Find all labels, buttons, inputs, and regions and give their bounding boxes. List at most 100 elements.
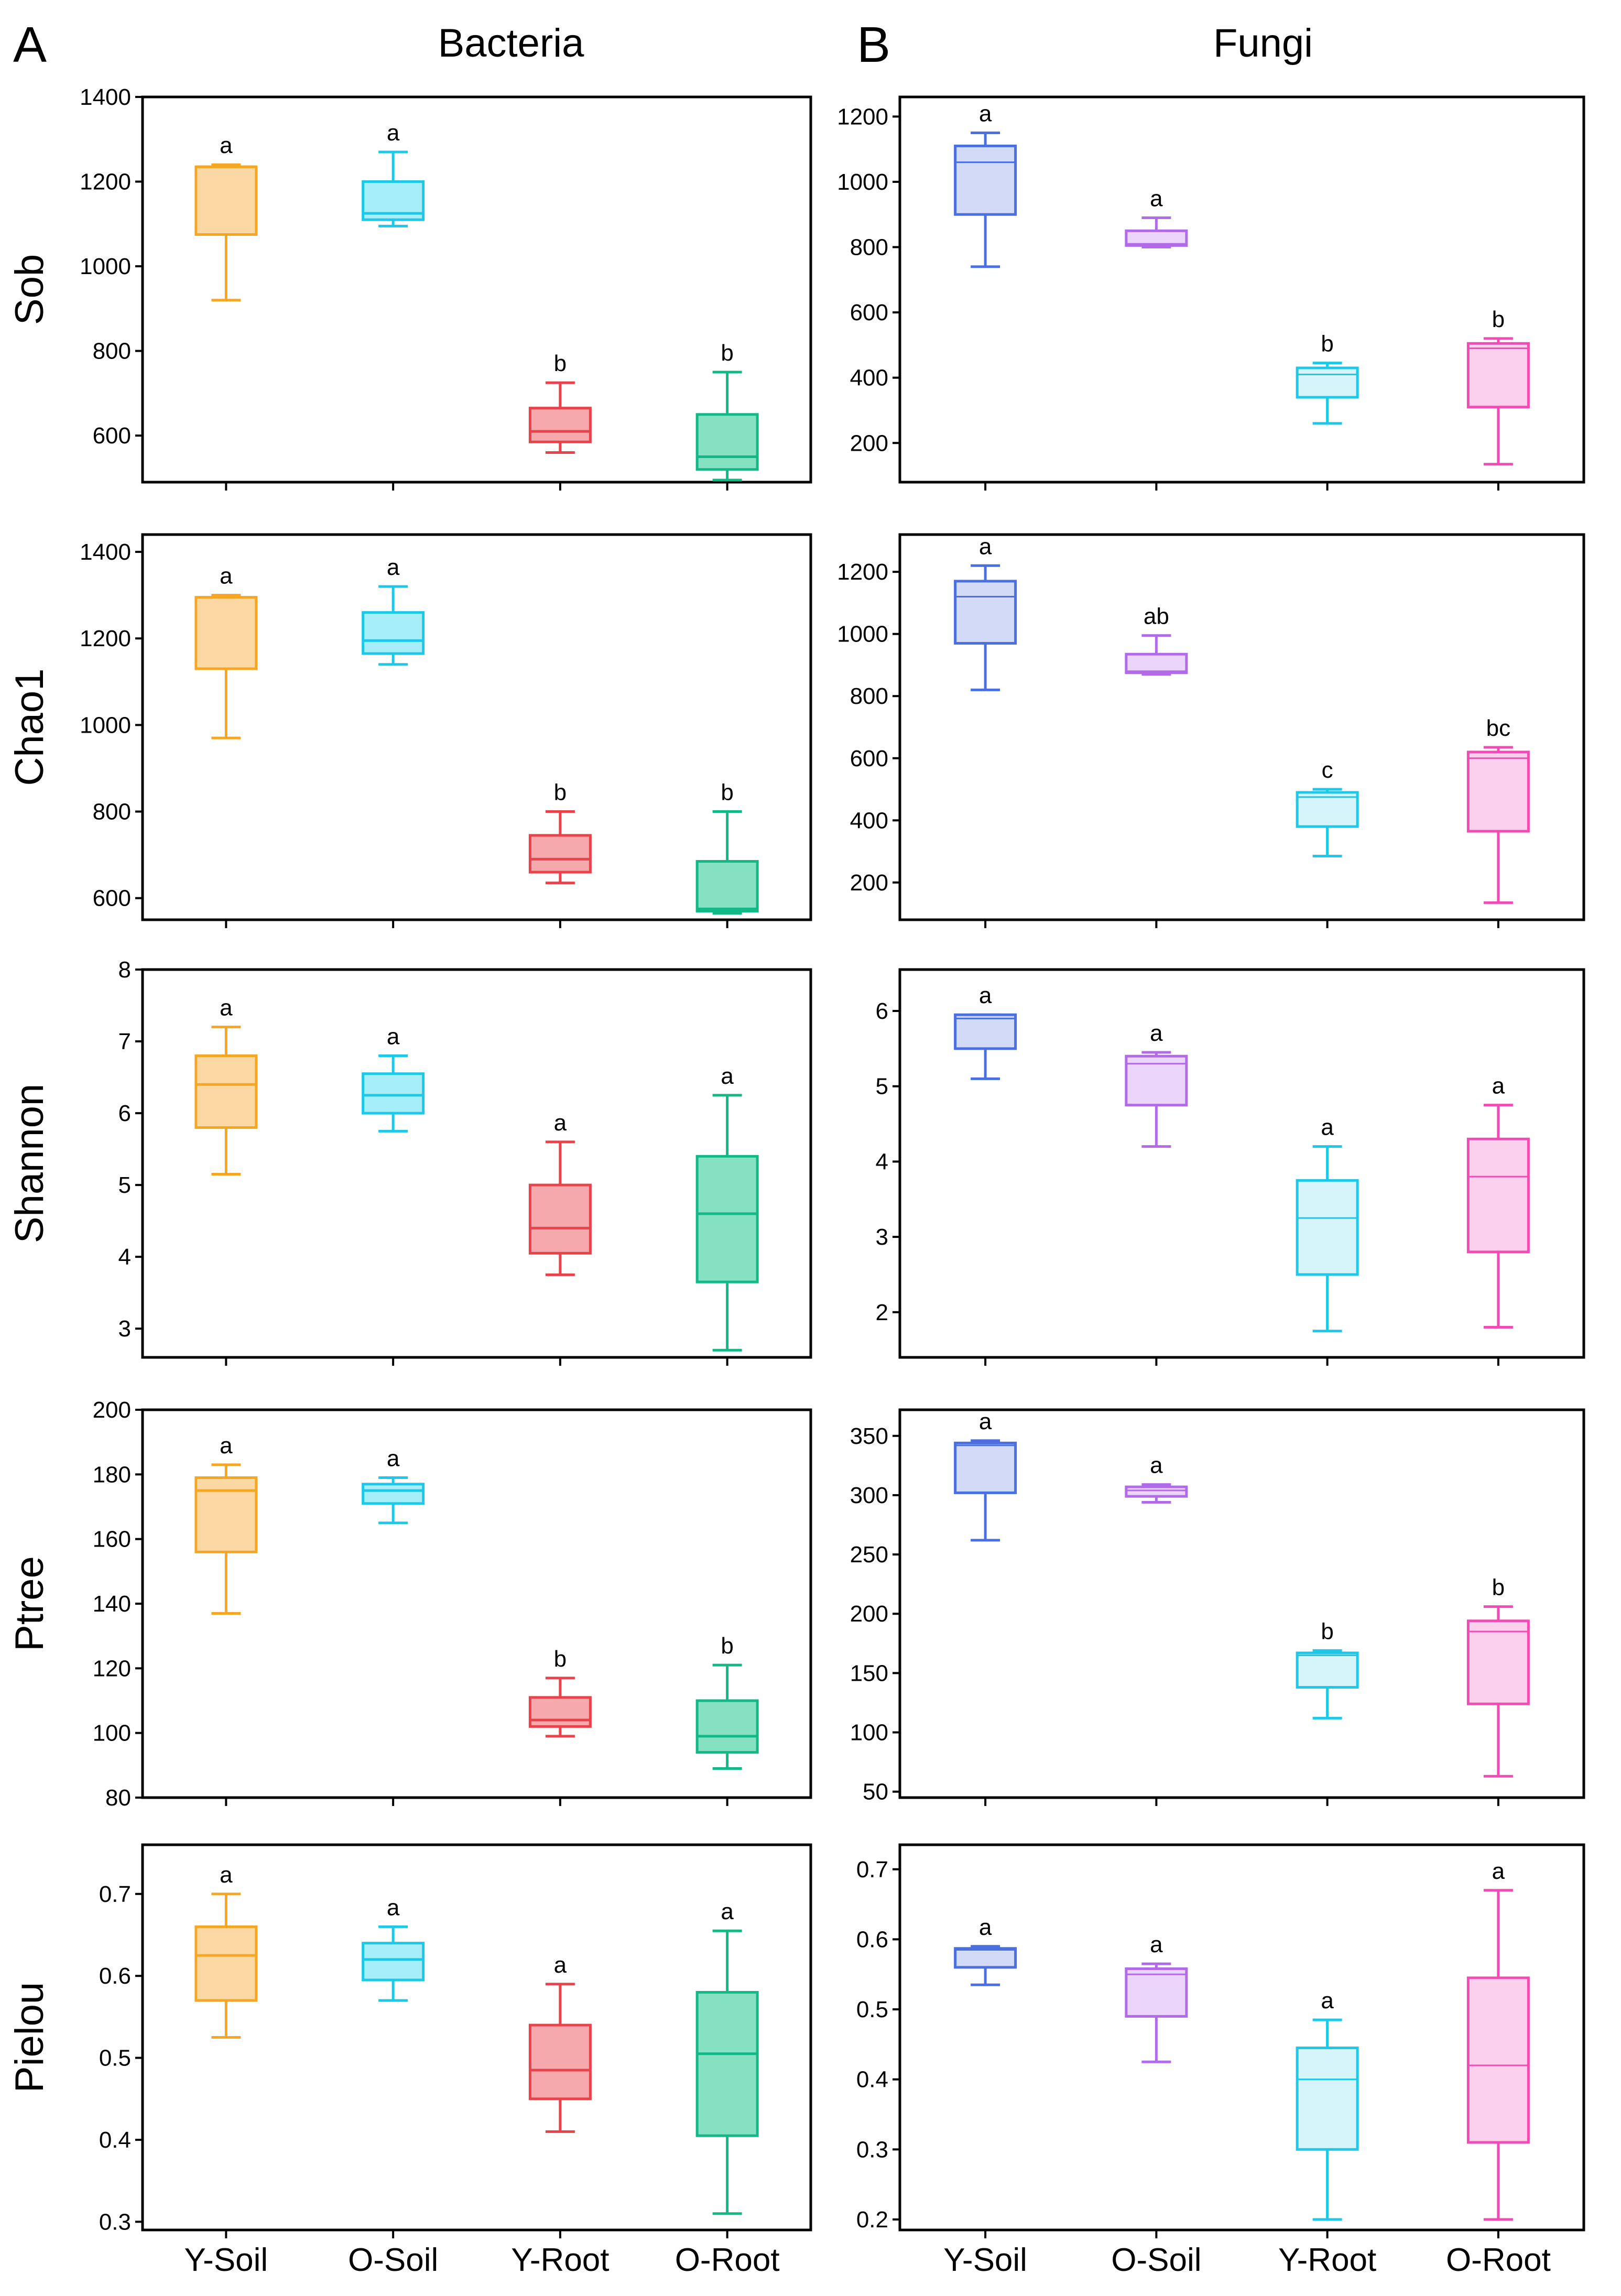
iqr-box bbox=[528, 2023, 592, 2101]
y-axis-label-shannon: Shannon bbox=[7, 1084, 52, 1243]
iqr-box bbox=[362, 611, 425, 655]
significance-letter: b bbox=[1321, 331, 1333, 357]
panel-fungi-chao1: 200 400 600 800 1000 1200 a ab c bc bbox=[837, 533, 1585, 928]
box-y-root: b bbox=[528, 351, 592, 454]
y-tick-label: 100 bbox=[850, 1720, 888, 1746]
y-tick-label: 80 bbox=[105, 1785, 131, 1811]
plot-frame bbox=[898, 1843, 1585, 2232]
y-tick-label: 1000 bbox=[80, 254, 131, 279]
y-tick-label: 5 bbox=[876, 1074, 888, 1100]
y-tick-label: 6 bbox=[876, 998, 888, 1024]
y-tick-label: 0.5 bbox=[99, 2045, 131, 2071]
significance-letter: a bbox=[1492, 1858, 1505, 1884]
iqr-box bbox=[528, 1183, 592, 1255]
panel-letter-b: B bbox=[857, 17, 890, 73]
panel-bacteria-ptree: 80 100 120 140 160 180 200 Ptree a a b b bbox=[7, 1397, 812, 1811]
significance-letter: a bbox=[387, 1446, 400, 1472]
x-category-label: O-Soil bbox=[348, 2242, 438, 2278]
plot-frame bbox=[141, 95, 812, 484]
box-o-soil: a bbox=[362, 1895, 425, 2002]
box-y-soil: a bbox=[954, 1409, 1017, 1542]
box-y-soil: a bbox=[194, 1433, 258, 1615]
panel-letter-a: A bbox=[13, 17, 47, 73]
y-tick-label: 400 bbox=[850, 365, 888, 391]
iqr-box bbox=[1296, 366, 1359, 399]
box-o-soil: a bbox=[362, 120, 425, 227]
box-y-root: a bbox=[528, 1952, 592, 2133]
iqr-box bbox=[1125, 652, 1188, 674]
iqr-box bbox=[1466, 1137, 1530, 1254]
significance-letter: a bbox=[1150, 186, 1163, 211]
significance-letter: b bbox=[554, 1646, 567, 1672]
iqr-box bbox=[1125, 1485, 1188, 1498]
significance-letter: a bbox=[387, 1895, 400, 1920]
y-tick-label: 150 bbox=[850, 1660, 888, 1686]
iqr-box bbox=[194, 1054, 258, 1129]
significance-letter: b bbox=[554, 351, 567, 376]
plot-frame bbox=[898, 968, 1585, 1359]
x-category-label: O-Root bbox=[1446, 2242, 1551, 2278]
plot-frame bbox=[898, 95, 1585, 484]
y-axis-label-chao1: Chao1 bbox=[7, 669, 52, 786]
y-tick-label: 800 bbox=[93, 339, 131, 364]
iqr-box bbox=[954, 144, 1017, 216]
box-o-root: b bbox=[695, 340, 759, 482]
y-tick-label: 600 bbox=[850, 300, 888, 325]
iqr-box bbox=[1466, 750, 1530, 833]
box-y-root: a bbox=[528, 1110, 592, 1276]
iqr-box bbox=[1125, 1967, 1188, 2018]
box-y-soil: a bbox=[954, 534, 1017, 691]
panel-fungi-ptree: 50 100 150 200 250 300 350 a a b b bbox=[850, 1408, 1585, 1806]
significance-letter: b bbox=[1492, 1575, 1505, 1601]
y-tick-label: 1000 bbox=[80, 712, 131, 738]
significance-letter: b bbox=[554, 780, 567, 806]
significance-letter: a bbox=[220, 1433, 233, 1459]
y-tick-label: 600 bbox=[93, 886, 131, 911]
box-o-soil: a bbox=[1125, 186, 1188, 249]
x-category-label: O-Soil bbox=[1111, 2242, 1201, 2278]
y-tick-label: 8 bbox=[118, 957, 131, 983]
y-tick-label: 4 bbox=[118, 1244, 131, 1270]
iqr-box bbox=[194, 1925, 258, 2002]
y-tick-label: 200 bbox=[850, 1601, 888, 1627]
significance-letter: a bbox=[1150, 1453, 1163, 1478]
significance-letter: a bbox=[1150, 1020, 1163, 1046]
plot-frame bbox=[141, 968, 812, 1359]
y-tick-label: 200 bbox=[850, 430, 888, 456]
y-tick-label: 160 bbox=[93, 1527, 131, 1552]
x-category-label: Y-Soil bbox=[184, 2242, 268, 2278]
box-o-soil: a bbox=[362, 1024, 425, 1133]
box-y-soil: a bbox=[954, 1914, 1017, 1986]
iqr-box bbox=[1296, 2047, 1359, 2151]
box-o-root: bc bbox=[1466, 715, 1530, 904]
significance-letter: a bbox=[721, 1063, 734, 1089]
iqr-box bbox=[362, 1072, 425, 1115]
y-tick-label: 3 bbox=[876, 1224, 888, 1250]
panel-fungi-shannon: 2 3 4 5 6 a a a a bbox=[876, 968, 1585, 1366]
y-tick-label: 400 bbox=[850, 808, 888, 833]
y-tick-label: 100 bbox=[93, 1721, 131, 1746]
y-tick-label: 1200 bbox=[837, 559, 888, 585]
y-tick-label: 0.4 bbox=[99, 2127, 131, 2153]
significance-letter: a bbox=[220, 563, 233, 589]
y-tick-label: 0.6 bbox=[856, 1927, 888, 1952]
iqr-box bbox=[954, 1947, 1017, 1969]
iqr-box bbox=[194, 1476, 258, 1553]
plot-frame bbox=[898, 533, 1585, 921]
significance-letter: a bbox=[554, 1952, 567, 1978]
box-y-root: b bbox=[528, 780, 592, 885]
box-o-root: a bbox=[1466, 1073, 1530, 1329]
y-tick-label: 140 bbox=[93, 1591, 131, 1617]
box-o-soil: ab bbox=[1125, 604, 1188, 676]
iqr-box bbox=[695, 1990, 759, 2137]
iqr-box bbox=[1296, 1179, 1359, 1276]
y-tick-label: 0.6 bbox=[99, 1963, 131, 1989]
significance-letter: a bbox=[1321, 1115, 1334, 1140]
box-o-soil: a bbox=[1125, 1020, 1188, 1148]
iqr-box bbox=[695, 1155, 759, 1283]
box-o-soil: a bbox=[1125, 1932, 1188, 2063]
y-tick-label: 1400 bbox=[80, 84, 131, 110]
y-tick-label: 2 bbox=[876, 1300, 888, 1325]
iqr-box bbox=[528, 834, 592, 874]
